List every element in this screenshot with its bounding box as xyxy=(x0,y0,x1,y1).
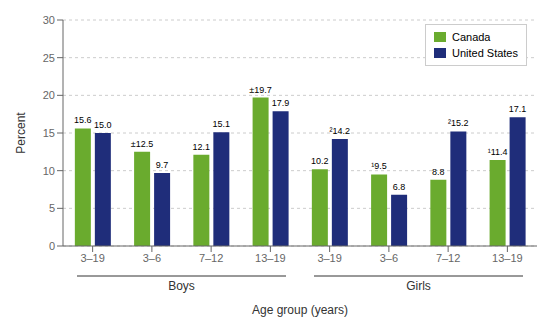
svg-text:5: 5 xyxy=(49,202,55,214)
svg-text:7–12: 7–12 xyxy=(199,252,223,264)
svg-text:15.6: 15.6 xyxy=(74,115,92,125)
svg-text:3–19: 3–19 xyxy=(80,252,104,264)
svg-text:25: 25 xyxy=(43,52,55,64)
svg-text:6.8: 6.8 xyxy=(393,182,406,192)
svg-text:Girls: Girls xyxy=(406,279,431,293)
svg-text:30: 30 xyxy=(43,14,55,26)
svg-text:13–19: 13–19 xyxy=(492,252,523,264)
svg-text:¹11.4: ¹11.4 xyxy=(488,147,508,157)
svg-text:7–12: 7–12 xyxy=(436,252,460,264)
svg-text:10: 10 xyxy=(43,165,55,177)
svg-text:9.7: 9.7 xyxy=(156,160,169,170)
svg-text:3–6: 3–6 xyxy=(143,252,161,264)
svg-text:0: 0 xyxy=(49,240,55,252)
svg-text:17.1: 17.1 xyxy=(509,104,527,114)
svg-text:±19.7: ±19.7 xyxy=(249,85,271,95)
svg-text:15.1: 15.1 xyxy=(213,119,231,129)
svg-text:¹9.5: ¹9.5 xyxy=(371,161,387,171)
svg-text:17.9: 17.9 xyxy=(272,98,290,108)
svg-text:12.1: 12.1 xyxy=(193,142,211,152)
svg-text:10.2: 10.2 xyxy=(311,156,329,166)
svg-text:3–6: 3–6 xyxy=(380,252,398,264)
svg-text:8.8: 8.8 xyxy=(432,167,445,177)
html-text:United States: United States xyxy=(452,47,518,59)
svg-text:15: 15 xyxy=(43,127,55,139)
svg-text:²14.2: ²14.2 xyxy=(330,126,351,136)
svg-text:20: 20 xyxy=(43,89,55,101)
svg-text:²15.2: ²15.2 xyxy=(448,118,469,128)
svg-text:13–19: 13–19 xyxy=(255,252,286,264)
svg-text:3–19: 3–19 xyxy=(317,252,341,264)
svg-text:Age group (years): Age group (years) xyxy=(252,303,348,317)
svg-text:Boys: Boys xyxy=(168,279,195,293)
svg-text:±12.5: ±12.5 xyxy=(131,139,153,149)
html-text:Canada: Canada xyxy=(452,31,491,43)
svg-text:Percent: Percent xyxy=(14,112,28,154)
svg-text:15.0: 15.0 xyxy=(94,120,112,130)
